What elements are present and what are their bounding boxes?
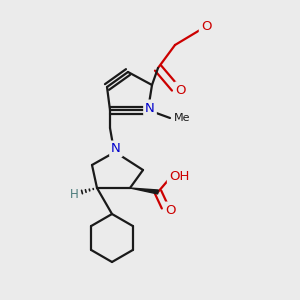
- Text: N: N: [111, 142, 121, 155]
- Polygon shape: [130, 188, 158, 194]
- Text: OH: OH: [169, 169, 189, 182]
- Text: Me: Me: [174, 113, 190, 123]
- Text: O: O: [166, 203, 176, 217]
- Text: N: N: [145, 101, 155, 115]
- Text: H: H: [70, 188, 78, 200]
- Text: O: O: [176, 83, 186, 97]
- Text: O: O: [201, 20, 211, 32]
